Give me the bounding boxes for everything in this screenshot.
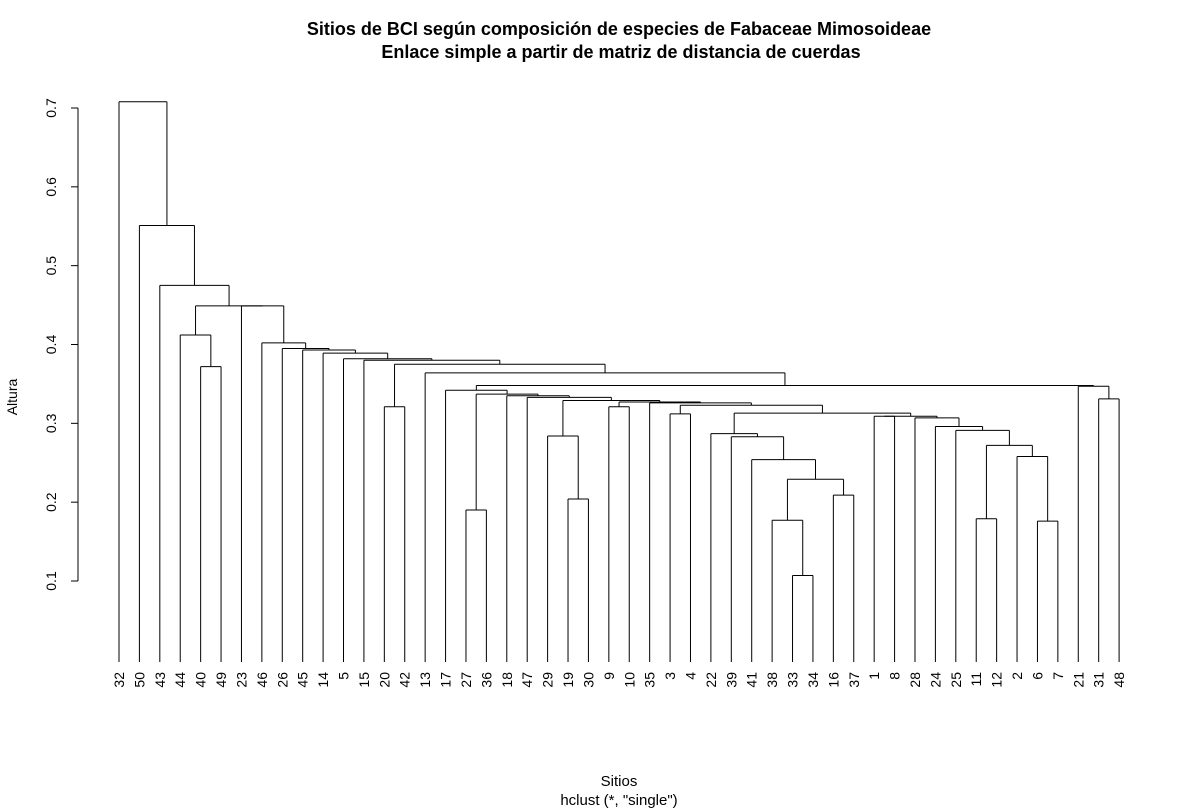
y-axis-label: Altura (4, 379, 20, 416)
leaf-label: 38 (764, 672, 780, 688)
leaf-label: 48 (1111, 672, 1127, 688)
leaf-label: 6 (1029, 672, 1045, 680)
leaf-label: 31 (1091, 672, 1107, 688)
leaf-label: 20 (376, 672, 392, 688)
leaf-label: 10 (621, 672, 637, 688)
leaf-label: 2 (1009, 672, 1025, 680)
y-tick-label: 0.7 (43, 98, 59, 118)
leaf-label: 4 (682, 672, 698, 680)
method-label: hclust (*, "single") (560, 792, 677, 809)
leaf-label: 27 (458, 672, 474, 688)
chart-title: Sitios de BCI según composición de espec… (307, 19, 931, 39)
leaf-label: 46 (254, 672, 270, 688)
leaf-label: 35 (642, 672, 658, 688)
leaf-label: 39 (723, 672, 739, 688)
leaf-label: 7 (1050, 672, 1066, 680)
y-tick-label: 0.1 (43, 571, 59, 591)
leaf-label: 1 (866, 672, 882, 680)
y-axis: 0.1 0.2 0.3 0.4 0.5 0.6 0.7 (43, 98, 79, 591)
leaf-label: 22 (703, 672, 719, 688)
y-tick-label: 0.4 (43, 335, 59, 355)
leaf-label: 25 (948, 672, 964, 688)
leaf-label: 11 (968, 672, 984, 687)
leaf-labels: 32 50 43 44 40 49 23 46 26 45 14 5 15 20 42 13 17 27 36 18 4… (111, 672, 1127, 688)
leaf-label: 37 (846, 672, 862, 688)
leaf-label: 29 (540, 672, 556, 688)
leaf-label: 45 (295, 672, 311, 688)
leaf-label: 26 (274, 672, 290, 688)
leaf-label: 15 (356, 672, 372, 688)
leaf-label: 50 (131, 672, 147, 688)
leaf-label: 41 (744, 672, 760, 688)
leaf-label: 8 (887, 672, 903, 680)
leaf-label: 3 (662, 672, 678, 680)
leaf-label: 32 (111, 672, 127, 688)
leaf-label: 40 (193, 672, 209, 688)
y-tick-label: 0.2 (43, 492, 59, 512)
leaf-label: 33 (785, 672, 801, 688)
leaf-label: 23 (233, 672, 249, 688)
leaf-label: 5 (336, 672, 352, 680)
leaf-label: 49 (213, 672, 229, 688)
y-tick-label: 0.6 (43, 177, 59, 197)
dendrogram-links (118, 101, 1120, 662)
leaf-label: 13 (417, 672, 433, 688)
chart-subtitle: Enlace simple a partir de matriz de dist… (381, 42, 860, 62)
leaf-label: 34 (805, 672, 821, 688)
leaf-label: 17 (438, 672, 454, 688)
x-axis-label: Sitios (601, 773, 638, 790)
leaf-label: 36 (478, 672, 494, 688)
y-tick-label: 0.5 (43, 256, 59, 276)
leaf-label: 47 (519, 672, 535, 688)
leaf-label: 14 (315, 672, 331, 688)
leaf-label: 42 (397, 672, 413, 688)
leaf-label: 18 (499, 672, 515, 688)
leaf-label: 12 (989, 672, 1005, 688)
leaf-label: 16 (825, 672, 841, 688)
leaf-label: 24 (927, 672, 943, 688)
leaf-label: 21 (1070, 672, 1086, 688)
leaf-label: 44 (172, 672, 188, 688)
leaf-label: 43 (152, 672, 168, 688)
y-tick-label: 0.3 (43, 413, 59, 433)
leaf-label: 28 (907, 672, 923, 688)
leaf-label: 19 (560, 672, 576, 688)
leaf-label: 30 (580, 672, 596, 688)
leaf-label: 9 (601, 672, 617, 680)
